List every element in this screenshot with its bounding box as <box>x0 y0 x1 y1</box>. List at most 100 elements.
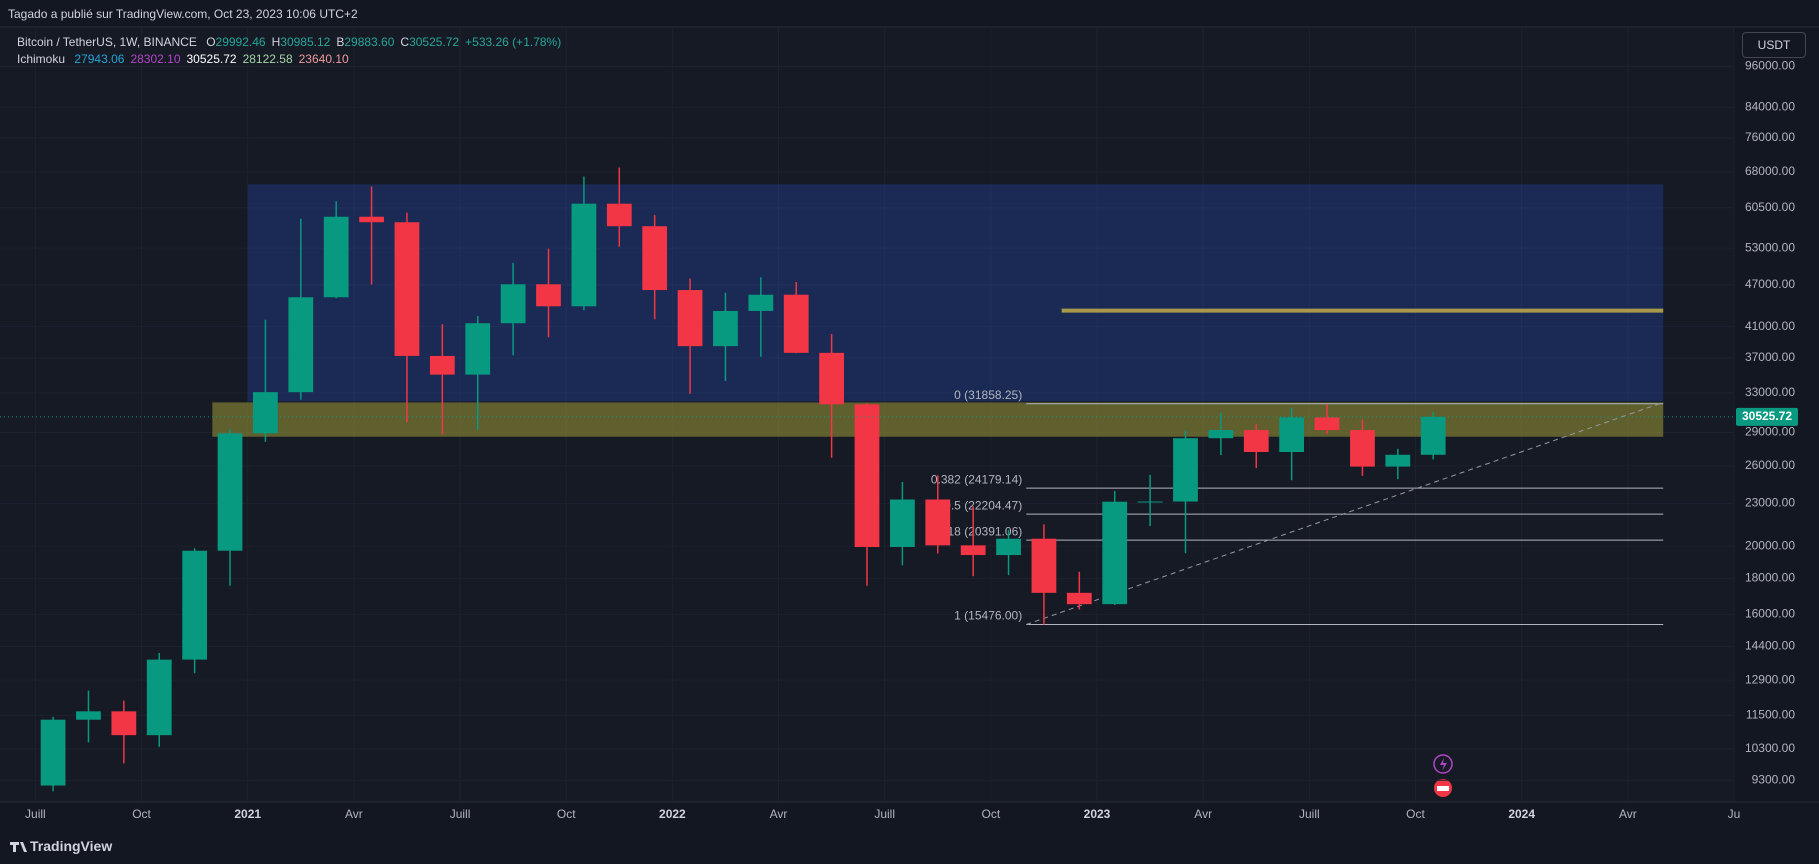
x-tick-label: Avr <box>1619 807 1637 821</box>
candle-body <box>1385 454 1411 467</box>
change: +533.26 (+1.78%) <box>465 35 562 49</box>
ohlc-value: 30985.12 <box>280 35 331 49</box>
y-tick-label: 47000.00 <box>1745 277 1795 291</box>
y-tick-label: 16000.00 <box>1745 606 1795 620</box>
candle-body <box>40 719 66 786</box>
x-tick-label: Juill <box>1299 807 1320 821</box>
indicator-value: 28122.58 <box>242 52 293 66</box>
x-tick-label: Avr <box>1194 807 1212 821</box>
indicator-legend: Ichimoku 27943.06 28302.10 30525.72 28122.5… <box>17 52 355 66</box>
zone <box>247 184 1664 402</box>
trendline <box>1026 401 1664 625</box>
candle-body <box>1420 416 1446 455</box>
symbol: Bitcoin / TetherUS, 1W, BINANCE <box>17 35 197 49</box>
candle-body <box>1066 592 1092 605</box>
candle-body <box>1102 501 1128 605</box>
candle-body <box>996 538 1021 556</box>
candle-body <box>217 433 243 551</box>
x-tick-label: Oct <box>982 807 1001 821</box>
y-tick-label: 33000.00 <box>1745 385 1795 399</box>
candle-body <box>1279 417 1305 452</box>
candle-body <box>819 352 844 405</box>
candle-body <box>1208 430 1234 439</box>
indicator-value: 23640.10 <box>298 52 349 66</box>
fib-label: 0.382 (24179.14) <box>931 472 1022 486</box>
candle-body <box>1243 430 1269 452</box>
candle-body <box>571 203 597 307</box>
last-price-label: 30525.72 <box>1742 409 1792 423</box>
candle-body <box>890 499 915 547</box>
x-tick-label: Oct <box>132 807 151 821</box>
fib-label: 0.5 (22204.47) <box>944 498 1022 512</box>
indicator-name: Ichimoku <box>17 52 66 66</box>
candle-body <box>1031 538 1057 593</box>
ohlc-key: B <box>336 35 345 49</box>
fib-label: 0.618 (20391.06) <box>931 524 1022 538</box>
x-tick-label: Juill <box>450 807 471 821</box>
x-tick-label: Juill <box>25 807 46 821</box>
currency-button[interactable]: USDT <box>1742 32 1806 58</box>
event-icon-glyph <box>1440 758 1447 771</box>
candle-body <box>783 294 809 353</box>
candle-body <box>536 284 561 307</box>
y-tick-label: 26000.00 <box>1745 458 1795 472</box>
symbol-legend: Bitcoin / TetherUS, 1W, BINANCE O29992.4… <box>17 35 567 49</box>
candle-body <box>1314 417 1340 431</box>
y-tick-label: 29000.00 <box>1745 425 1795 439</box>
x-tick-label: 2023 <box>1084 807 1111 821</box>
candle-body <box>748 294 774 311</box>
event-icon[interactable] <box>1433 754 1453 774</box>
candle-body <box>253 392 278 434</box>
indicator-value: 27943.06 <box>74 52 125 66</box>
fib-label: 0 (31858.25) <box>954 388 1022 402</box>
candle-body <box>1137 501 1163 503</box>
candle-body <box>323 216 349 298</box>
indicator-value: 30525.72 <box>186 52 237 66</box>
x-tick-label: Avr <box>345 807 363 821</box>
y-tick-label: 53000.00 <box>1745 240 1795 254</box>
publisher: Tagado a publié sur TradingView.com, Oct… <box>8 7 358 21</box>
candle-body <box>465 323 491 375</box>
candle-body <box>677 290 703 347</box>
y-tick-label: 10300.00 <box>1745 741 1795 755</box>
ohlc-key: C <box>400 35 410 49</box>
ohlc-key: H <box>271 35 281 49</box>
candle-body <box>960 545 986 556</box>
x-tick-label: Avr <box>770 807 788 821</box>
candle-body <box>429 355 455 375</box>
x-tick-label: 2022 <box>659 807 686 821</box>
ohlc-value: 29992.46 <box>215 35 266 49</box>
candle-body <box>606 203 632 227</box>
y-tick-label: 84000.00 <box>1745 100 1795 114</box>
candle-body <box>1173 438 1198 502</box>
y-tick-label: 11500.00 <box>1746 707 1795 721</box>
y-tick-label: 12900.00 <box>1745 672 1795 686</box>
candle-body <box>925 499 951 546</box>
y-tick-label: 96000.00 <box>1745 59 1795 73</box>
candle-body <box>288 297 314 393</box>
x-tick-label: Oct <box>557 807 576 821</box>
ohlc-value: 30525.72 <box>409 35 460 49</box>
brand: TradingView <box>30 838 113 854</box>
ohlc-key: O <box>206 35 216 49</box>
candle-body <box>76 711 101 720</box>
y-tick-label: 60500.00 <box>1745 200 1795 214</box>
indicator-value: 28302.10 <box>130 52 181 66</box>
x-tick-label: Ju <box>1728 807 1741 821</box>
y-tick-label: 23000.00 <box>1745 496 1795 510</box>
candle-body <box>359 216 384 223</box>
brand-logo <box>10 842 27 852</box>
candle-body <box>394 222 420 356</box>
ohlc-value: 29883.60 <box>344 35 395 49</box>
x-tick-label: 2021 <box>234 807 261 821</box>
candle-body <box>500 284 526 324</box>
candle-body <box>713 310 738 347</box>
x-tick-label: 2024 <box>1508 807 1535 821</box>
candle-body <box>1350 430 1375 467</box>
x-tick-label: Oct <box>1406 807 1425 821</box>
event-icon-glyph <box>1437 786 1449 791</box>
y-tick-label: 9300.00 <box>1752 772 1796 786</box>
fib-label: 1 (15476.00) <box>954 609 1022 623</box>
y-tick-label: 68000.00 <box>1745 164 1795 178</box>
